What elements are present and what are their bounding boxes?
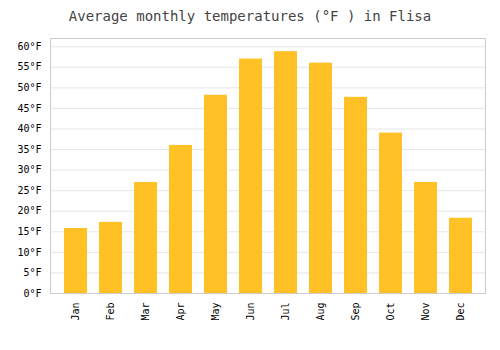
svg-text:Nov: Nov <box>420 303 431 321</box>
svg-text:35°F: 35°F <box>17 144 41 155</box>
svg-text:50°F: 50°F <box>17 82 41 93</box>
svg-text:Jan: Jan <box>70 303 81 321</box>
svg-text:Feb: Feb <box>105 303 116 321</box>
html-text:Average monthly temperatures (: Average monthly temperatures (°F ) in Fl… <box>68 8 432 24</box>
svg-text:Jul: Jul <box>280 303 291 321</box>
svg-text:10°F: 10°F <box>17 247 41 258</box>
svg-text:40°F: 40°F <box>17 123 41 134</box>
svg-text:Mar: Mar <box>140 303 151 321</box>
svg-text:Aug: Aug <box>315 303 326 321</box>
svg-text:Dec: Dec <box>455 303 466 321</box>
svg-text:25°F: 25°F <box>17 185 41 196</box>
svg-text:Jun: Jun <box>245 303 256 321</box>
svg-text:Oct: Oct <box>385 303 396 321</box>
svg-text:20°F: 20°F <box>17 205 41 216</box>
svg-text:60°F: 60°F <box>17 41 41 52</box>
svg-text:45°F: 45°F <box>17 103 41 114</box>
svg-text:5°F: 5°F <box>23 267 41 278</box>
svg-text:30°F: 30°F <box>17 164 41 175</box>
svg-text:55°F: 55°F <box>17 61 41 72</box>
svg-text:Sep: Sep <box>350 303 361 321</box>
svg-text:May: May <box>210 303 221 321</box>
svg-text:0°F: 0°F <box>23 288 41 299</box>
svg-text:Apr: Apr <box>175 303 186 321</box>
svg-text:15°F: 15°F <box>17 226 41 237</box>
